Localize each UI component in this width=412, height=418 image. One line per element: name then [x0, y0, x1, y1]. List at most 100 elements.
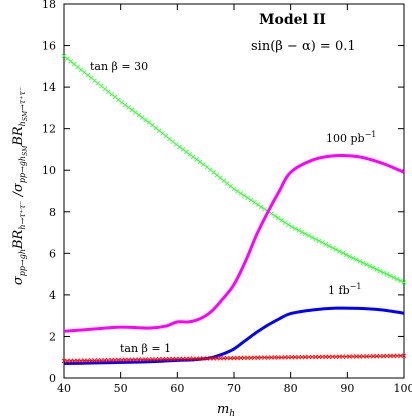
label-tanb-30: tan β = 30: [90, 60, 148, 73]
series-marker: [139, 115, 145, 120]
series-marker: [309, 235, 315, 240]
series-line: [63, 306, 405, 365]
chart-title: Model II: [259, 12, 326, 28]
series-marker: [99, 83, 104, 89]
series-marker: [116, 357, 121, 363]
series-marker: [153, 125, 159, 131]
series-marker: [371, 265, 376, 271]
series-marker: [211, 170, 216, 175]
series-marker: [177, 144, 182, 150]
series-tan-30: [61, 53, 407, 285]
series-marker: [333, 247, 339, 252]
series-marker: [371, 353, 376, 359]
series-marker: [377, 268, 383, 274]
series-marker: [180, 147, 186, 152]
series-marker: [357, 259, 363, 264]
series-marker: [156, 356, 162, 362]
series-marker: [269, 355, 274, 360]
series-marker: [122, 102, 128, 108]
series-marker: [381, 270, 386, 275]
series-marker: [126, 357, 131, 363]
series-marker: [78, 67, 84, 72]
series-marker: [282, 220, 288, 225]
label-100pb: 100 pb−1: [326, 130, 376, 145]
series-marker: [282, 355, 288, 360]
series-marker: [401, 280, 407, 285]
series-marker: [146, 120, 152, 125]
series-marker: [109, 357, 114, 363]
series-marker: [109, 92, 114, 97]
series-marker: [279, 355, 284, 360]
series-marker: [136, 112, 142, 118]
series-marker: [160, 356, 165, 362]
x-tick-label: 50: [114, 382, 128, 395]
series-line: [63, 153, 405, 333]
series-marker: [347, 354, 352, 359]
series-marker: [99, 357, 104, 363]
series-marker: [292, 226, 298, 231]
series-marker: [309, 354, 315, 360]
series-marker: [201, 162, 206, 167]
series-marker: [231, 355, 237, 361]
series-tan-1: [61, 353, 407, 364]
series-marker: [330, 354, 335, 360]
series-marker: [238, 191, 244, 196]
series-marker: [61, 358, 67, 364]
series-marker: [235, 188, 240, 194]
series-marker: [360, 260, 366, 266]
series-marker: [102, 357, 108, 363]
series-marker: [204, 164, 210, 170]
series-marker: [296, 228, 301, 233]
series-marker: [296, 354, 301, 360]
series-marker: [343, 354, 349, 359]
y-tick-label: 2: [49, 330, 56, 343]
series-marker: [394, 353, 400, 359]
series-marker: [68, 358, 74, 364]
y-tick-label: 14: [42, 81, 56, 94]
series-marker: [238, 355, 244, 361]
series-marker: [316, 354, 322, 360]
series-marker: [326, 354, 332, 360]
x-tick-label: 100: [394, 382, 412, 395]
series-marker: [255, 355, 261, 360]
series-marker: [71, 61, 77, 67]
series-marker: [262, 355, 267, 360]
y-tick-label: 18: [42, 0, 56, 11]
series-marker: [272, 213, 278, 219]
series-marker: [374, 267, 380, 272]
y-tick-label: 16: [42, 40, 56, 53]
series-marker: [105, 357, 111, 363]
series-marker: [252, 200, 257, 205]
series-marker: [286, 354, 291, 360]
label-1fb: 1 fb−1: [328, 282, 361, 297]
series-marker: [303, 354, 308, 360]
series-layer: [61, 53, 407, 365]
series-marker: [367, 263, 373, 269]
series-marker: [299, 229, 305, 235]
y-tick-label: 6: [49, 247, 56, 260]
series-marker: [218, 355, 223, 361]
x-axis-label: mh: [217, 402, 235, 418]
series-marker: [197, 356, 203, 361]
series-marker: [119, 357, 125, 363]
series-marker: [143, 117, 148, 123]
series-marker: [119, 100, 125, 105]
series-marker: [228, 183, 233, 189]
series-marker: [235, 355, 240, 361]
series-marker: [78, 358, 84, 363]
series-marker: [258, 204, 264, 210]
series-marker: [65, 358, 70, 364]
series-marker: [129, 357, 135, 362]
series-marker: [146, 357, 152, 362]
series-marker: [187, 356, 193, 361]
series-marker: [320, 354, 325, 360]
series-marker: [381, 353, 386, 359]
series-marker: [299, 354, 305, 360]
tick-marks: 40 50 60 70 80 90 100 0 2 4 6 8 10 12 14 16 18: [42, 0, 412, 395]
series-marker: [65, 56, 70, 61]
series-marker: [187, 152, 193, 157]
series-marker: [207, 356, 213, 361]
series-marker: [156, 128, 162, 133]
series-marker: [272, 355, 278, 360]
